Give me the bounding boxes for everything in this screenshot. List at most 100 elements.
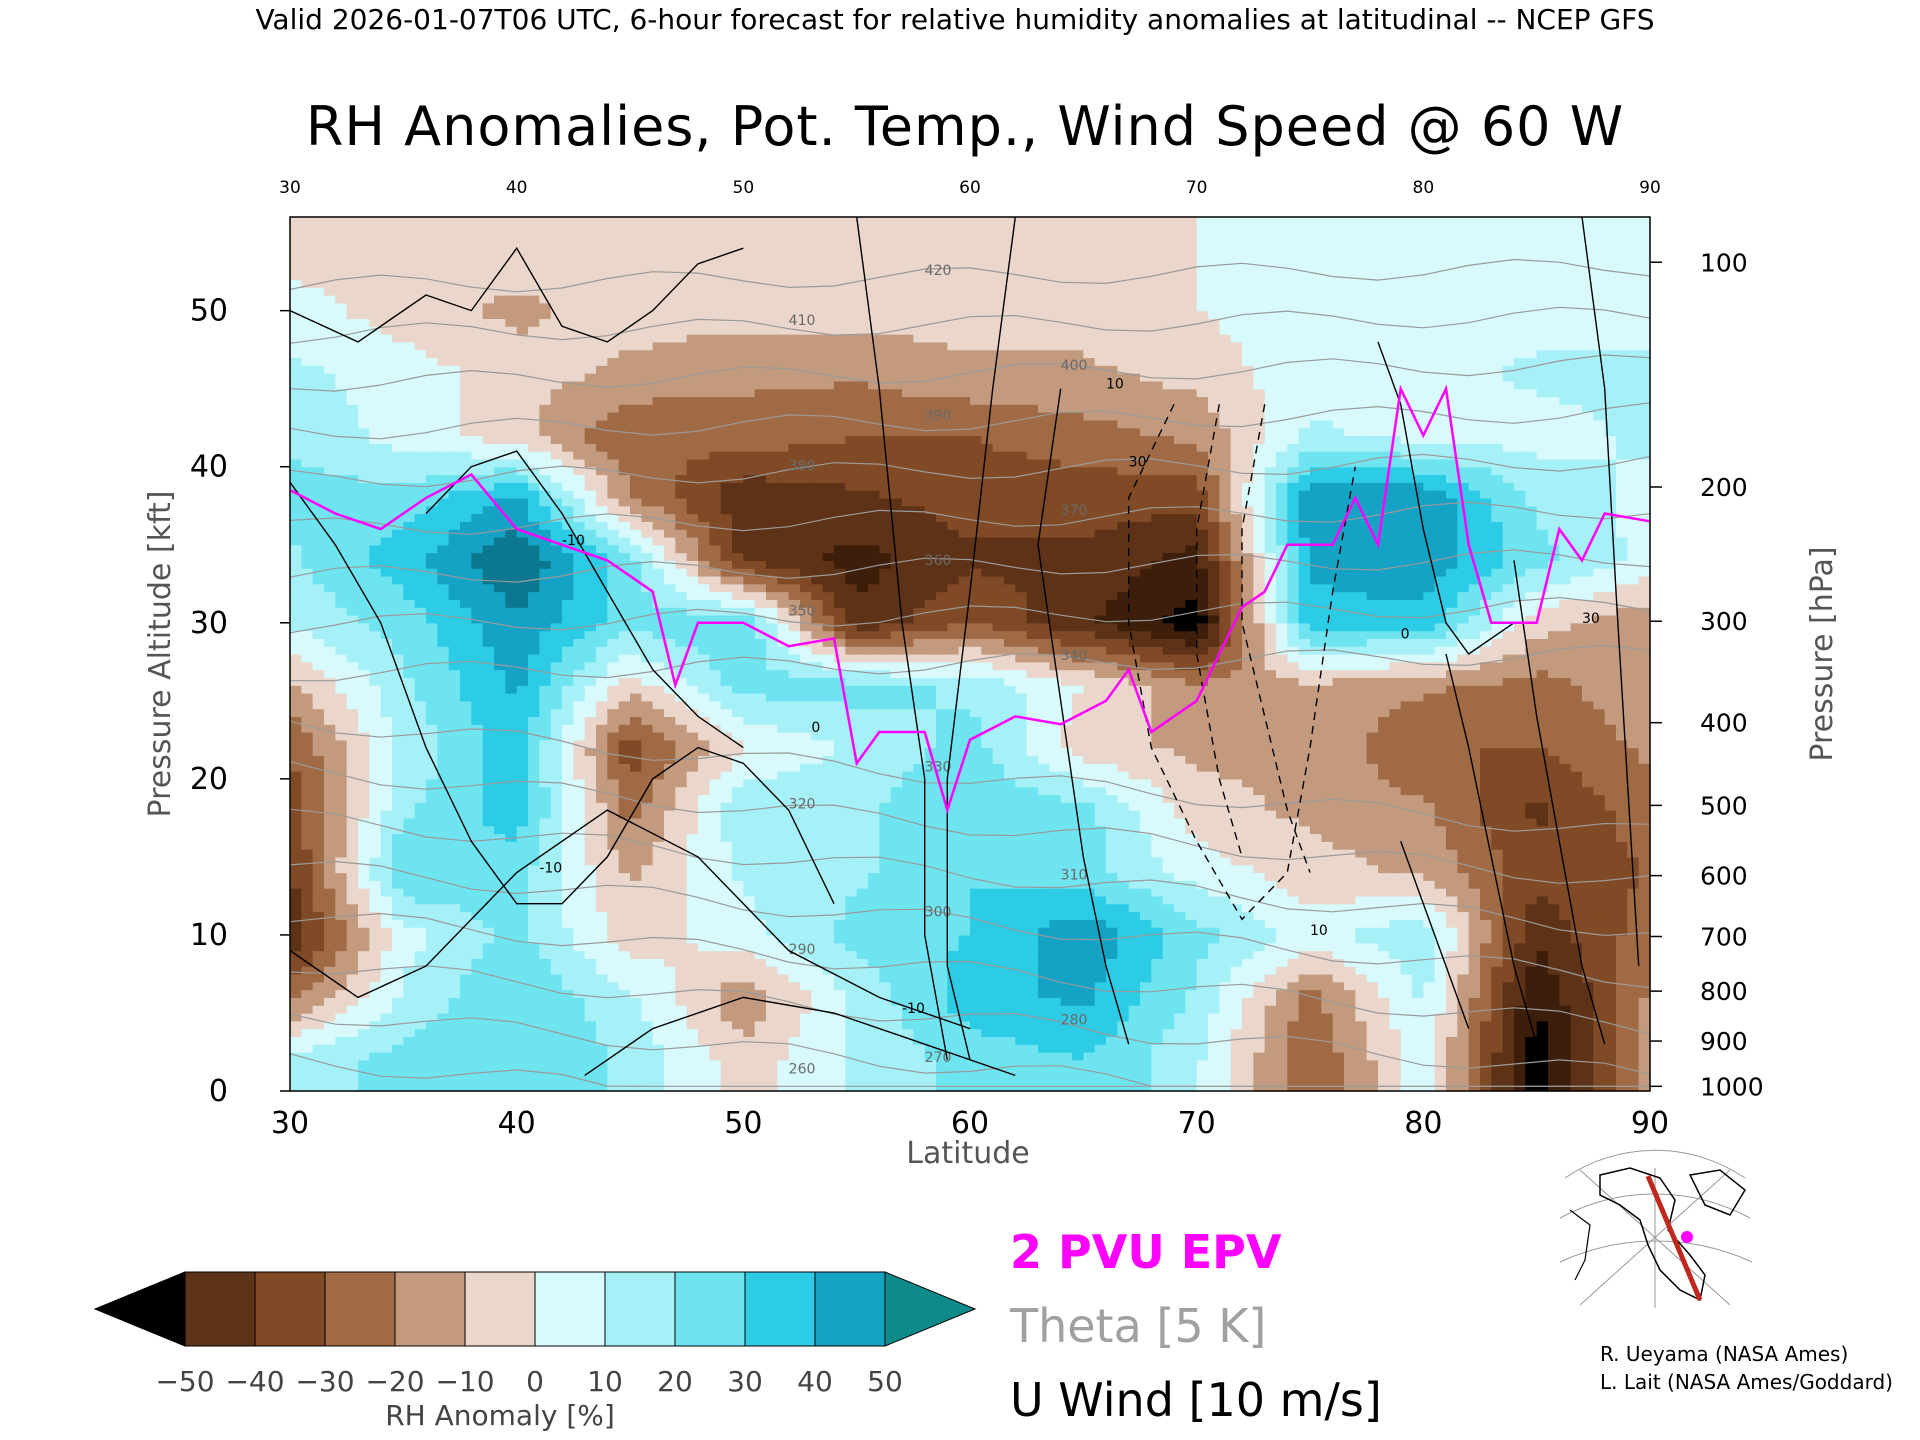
colorbar-tick-label: −40 bbox=[225, 1365, 284, 1398]
x-axis: 30 40 50 60 70 80 90 bbox=[271, 1106, 1669, 1141]
theta-label: 320 bbox=[789, 797, 816, 813]
theta-line bbox=[289, 549, 1651, 583]
theta-label: 340 bbox=[1061, 648, 1088, 664]
colorbar-swatch bbox=[184, 1271, 256, 1347]
colorbar-under-arrow bbox=[93, 1271, 186, 1347]
x-tick-label: 90 bbox=[1631, 1106, 1669, 1141]
colorbar-tick-label: −20 bbox=[365, 1365, 424, 1398]
theta-label: 380 bbox=[789, 458, 816, 474]
wind-line bbox=[1400, 841, 1470, 1029]
legend-wind: U Wind [10 m/s] bbox=[1010, 1373, 1382, 1427]
wind-line bbox=[1241, 404, 1311, 873]
plot-area: 2602702802903003103203303403503603703803… bbox=[289, 216, 1651, 1092]
x-tick-label: 70 bbox=[1178, 1106, 1216, 1141]
top-x-tick-label: 40 bbox=[506, 178, 528, 198]
colorbar-ticks: −50 −40 −30 −20 −10 0 10 20 30 40 50 bbox=[155, 1365, 902, 1398]
top-x-tick-label: 60 bbox=[959, 178, 981, 198]
colorbar-swatch bbox=[464, 1271, 536, 1347]
theta-line bbox=[289, 965, 1651, 1075]
y-tick-label: 10 bbox=[190, 918, 228, 953]
colorbar-tick-label: −50 bbox=[155, 1365, 214, 1398]
colorbar-label: RH Anomaly [%] bbox=[385, 1399, 615, 1432]
theta-line bbox=[289, 453, 1651, 488]
colorbar-tick-label: −10 bbox=[435, 1365, 494, 1398]
colorbar-swatch bbox=[394, 1271, 466, 1347]
theta-label: 270 bbox=[925, 1050, 952, 1066]
wind-label: -10 bbox=[902, 1001, 925, 1017]
colorbar-swatch bbox=[254, 1271, 326, 1347]
credit-lait: L. Lait (NASA Ames/Goddard) bbox=[1600, 1370, 1893, 1394]
wind-line bbox=[1377, 341, 1515, 655]
wind-label: 0 bbox=[811, 720, 820, 736]
plot-frame bbox=[289, 216, 1651, 1092]
wind-line bbox=[946, 216, 1016, 1060]
theta-label: 390 bbox=[925, 408, 952, 424]
wind-line bbox=[289, 809, 971, 1030]
locator-map bbox=[1555, 1149, 1755, 1312]
colorbar-tick-label: 30 bbox=[727, 1365, 763, 1398]
wind-line bbox=[584, 996, 1016, 1077]
rh-anomaly-field bbox=[290, 217, 1651, 1092]
wind-label: 10 bbox=[1106, 377, 1124, 393]
colorbar-tick-label: 40 bbox=[797, 1365, 833, 1398]
theta-line bbox=[289, 860, 1651, 989]
legend-pvu: 2 PVU EPV bbox=[1010, 1225, 1282, 1279]
pressure-tick-label: 300 bbox=[1700, 607, 1748, 636]
colorbar-over-arrow bbox=[884, 1271, 977, 1347]
x-axis-top: 30 40 50 60 70 80 90 bbox=[279, 178, 1661, 198]
x-tick-label: 60 bbox=[951, 1106, 989, 1141]
colorbar-swatch bbox=[604, 1271, 676, 1347]
x-tick-label: 40 bbox=[498, 1106, 536, 1141]
pressure-tick-label: 100 bbox=[1700, 248, 1748, 277]
pressure-tick-label: 200 bbox=[1700, 473, 1748, 502]
colorbar bbox=[93, 1271, 977, 1347]
pvu-line bbox=[289, 384, 1651, 815]
wind-label: 10 bbox=[1310, 923, 1328, 939]
pressure-axis: 100 200 300 400 500 600 700 800 900 1000 bbox=[1650, 248, 1764, 1101]
theta-label: 280 bbox=[1061, 1013, 1088, 1029]
wind-label: -10 bbox=[562, 533, 585, 549]
theta-line bbox=[289, 354, 1651, 392]
theta-label: 410 bbox=[789, 313, 816, 329]
wind-line bbox=[289, 246, 744, 343]
theta-line bbox=[289, 596, 1651, 634]
credit-ueyama: R. Ueyama (NASA Ames) bbox=[1600, 1342, 1848, 1366]
theta-label: 420 bbox=[925, 263, 952, 279]
pressure-tick-label: 600 bbox=[1700, 862, 1748, 891]
theta-line bbox=[289, 720, 1651, 832]
colorbar-swatch bbox=[324, 1271, 396, 1347]
theta-label: 360 bbox=[925, 553, 952, 569]
theta-label: 330 bbox=[925, 760, 952, 776]
wind-contours: -10 0 10 30 -10 0 10 30 -10 bbox=[289, 216, 1640, 1077]
y-axis: 0 10 20 30 40 50 bbox=[190, 294, 290, 1109]
theta-label: 290 bbox=[789, 942, 816, 958]
wind-line bbox=[1513, 560, 1606, 1045]
wind-line bbox=[1195, 404, 1243, 858]
theta-line bbox=[289, 306, 1651, 344]
top-x-tick-label: 30 bbox=[279, 178, 301, 198]
chart-title: RH Anomalies, Pot. Temp., Wind Speed @ 6… bbox=[306, 95, 1624, 158]
theta-line bbox=[289, 644, 1651, 682]
theta-line bbox=[289, 912, 1651, 1035]
wind-line bbox=[1581, 216, 1640, 967]
theta-label: 260 bbox=[789, 1061, 816, 1077]
theta-label: 350 bbox=[789, 603, 816, 619]
theta-label: 400 bbox=[1061, 358, 1088, 374]
theta-line bbox=[289, 402, 1651, 440]
theta-label: 300 bbox=[925, 905, 952, 921]
colorbar-swatch bbox=[534, 1271, 606, 1347]
wind-line bbox=[289, 481, 835, 905]
y-tick-label: 30 bbox=[190, 606, 228, 641]
pressure-tick-label: 500 bbox=[1700, 791, 1748, 820]
top-x-tick-label: 90 bbox=[1639, 178, 1661, 198]
pressure-tick-label: 800 bbox=[1700, 977, 1748, 1006]
pressure-tick-label: 900 bbox=[1700, 1027, 1748, 1056]
wind-label: 0 bbox=[1401, 626, 1410, 642]
pressure-tick-label: 400 bbox=[1700, 709, 1748, 738]
top-x-tick-label: 80 bbox=[1413, 178, 1435, 198]
colorbar-swatch bbox=[814, 1271, 886, 1347]
colorbar-tick-label: 0 bbox=[526, 1365, 544, 1398]
top-x-tick-label: 50 bbox=[733, 178, 755, 198]
wind-line bbox=[856, 216, 948, 1060]
